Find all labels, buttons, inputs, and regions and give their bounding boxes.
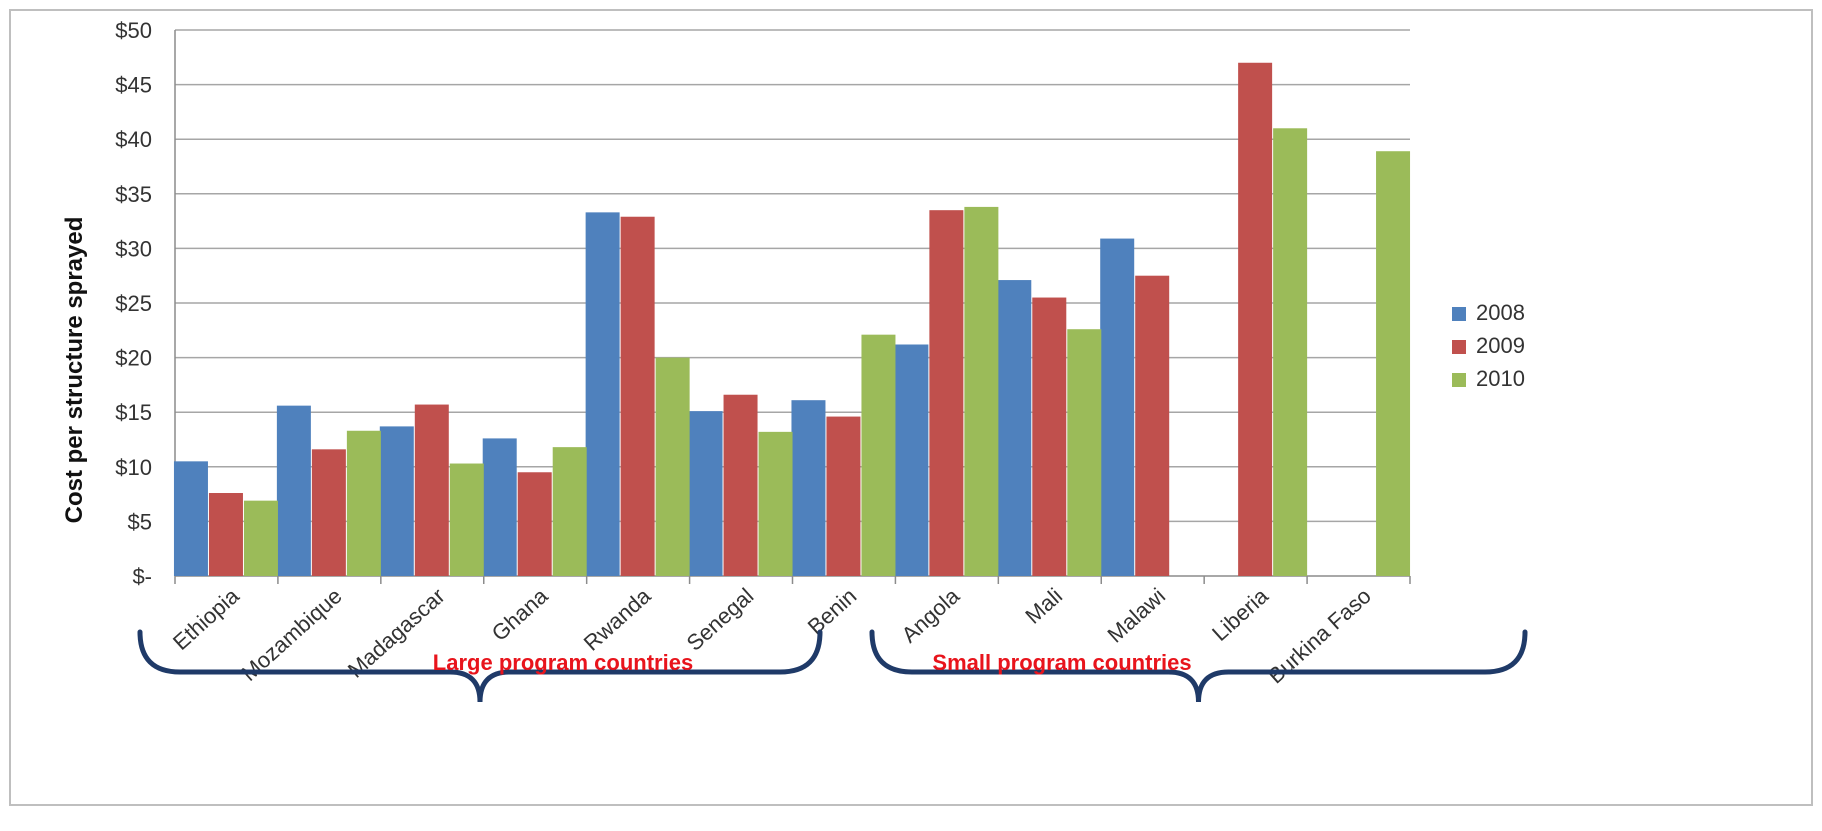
y-tick-label: $5 [128,509,152,534]
legend-swatch [1452,340,1466,354]
bar-2009-liberia [1238,62,1273,576]
bar-2008-madagascar [379,426,414,576]
y-tick-label: $10 [115,455,152,480]
bar-2009-angola [929,210,964,576]
bar-2009-malawi [1135,275,1170,576]
y-tick-label: $20 [115,346,152,371]
legend-label: 2009 [1476,333,1525,358]
y-tick-label: $15 [115,400,152,425]
bar-2008-mali [997,280,1032,576]
group-label: Small program countries [932,650,1191,675]
legend-label: 2008 [1476,300,1525,325]
bar-2009-madagascar [414,404,449,576]
legend-label: 2010 [1476,366,1525,391]
bar-2010-liberia [1273,128,1308,576]
bar-2009-ghana [517,472,552,576]
group-label: Large program countries [433,650,693,675]
bars [173,62,1411,577]
bar-2008-ghana [482,438,517,576]
bar-2009-mali [1032,297,1067,576]
bar-2008-benin [791,400,826,576]
bar-2010-rwanda [655,357,690,576]
bar-2008-senegal [688,411,723,576]
bar-2009-senegal [723,394,758,576]
bar-2008-rwanda [585,212,620,576]
y-tick-label: $30 [115,236,152,261]
bar-2008-mozambique [276,405,311,576]
bar-2010-ghana [552,447,587,576]
bar-2010-mozambique [346,430,381,576]
y-tick-label: $50 [115,18,152,43]
y-axis-label: Cost per structure sprayed [61,217,88,524]
bar-2010-ethiopia [243,500,278,576]
group-brace [869,629,1528,703]
y-tick-label: $40 [115,127,152,152]
bar-2010-mali [1067,329,1102,576]
y-tick-label: $25 [115,291,152,316]
bar-2009-rwanda [620,216,655,576]
y-tick-label: $35 [115,182,152,207]
bar-2010-madagascar [449,463,484,576]
bar-2008-angola [894,344,929,576]
bar-2009-benin [826,416,861,576]
bar-2009-ethiopia [208,493,243,576]
bar-2009-mozambique [311,449,346,576]
annotations: Large program countries Small program cou… [137,629,1528,703]
bar-2010-benin [861,334,896,576]
legend: 2008 2009 2010 [1452,300,1525,391]
bar-2008-ethiopia [173,461,208,576]
y-tick-label: $45 [115,73,152,98]
legend-swatch [1452,373,1466,387]
bar-2010-burkina-faso [1376,151,1411,576]
bar-2008-malawi [1100,238,1135,576]
y-tick-label: $- [132,564,152,589]
group-brace [137,629,823,703]
legend-swatch [1452,307,1466,321]
bar-2010-senegal [758,431,793,576]
bar-2010-angola [964,206,999,577]
